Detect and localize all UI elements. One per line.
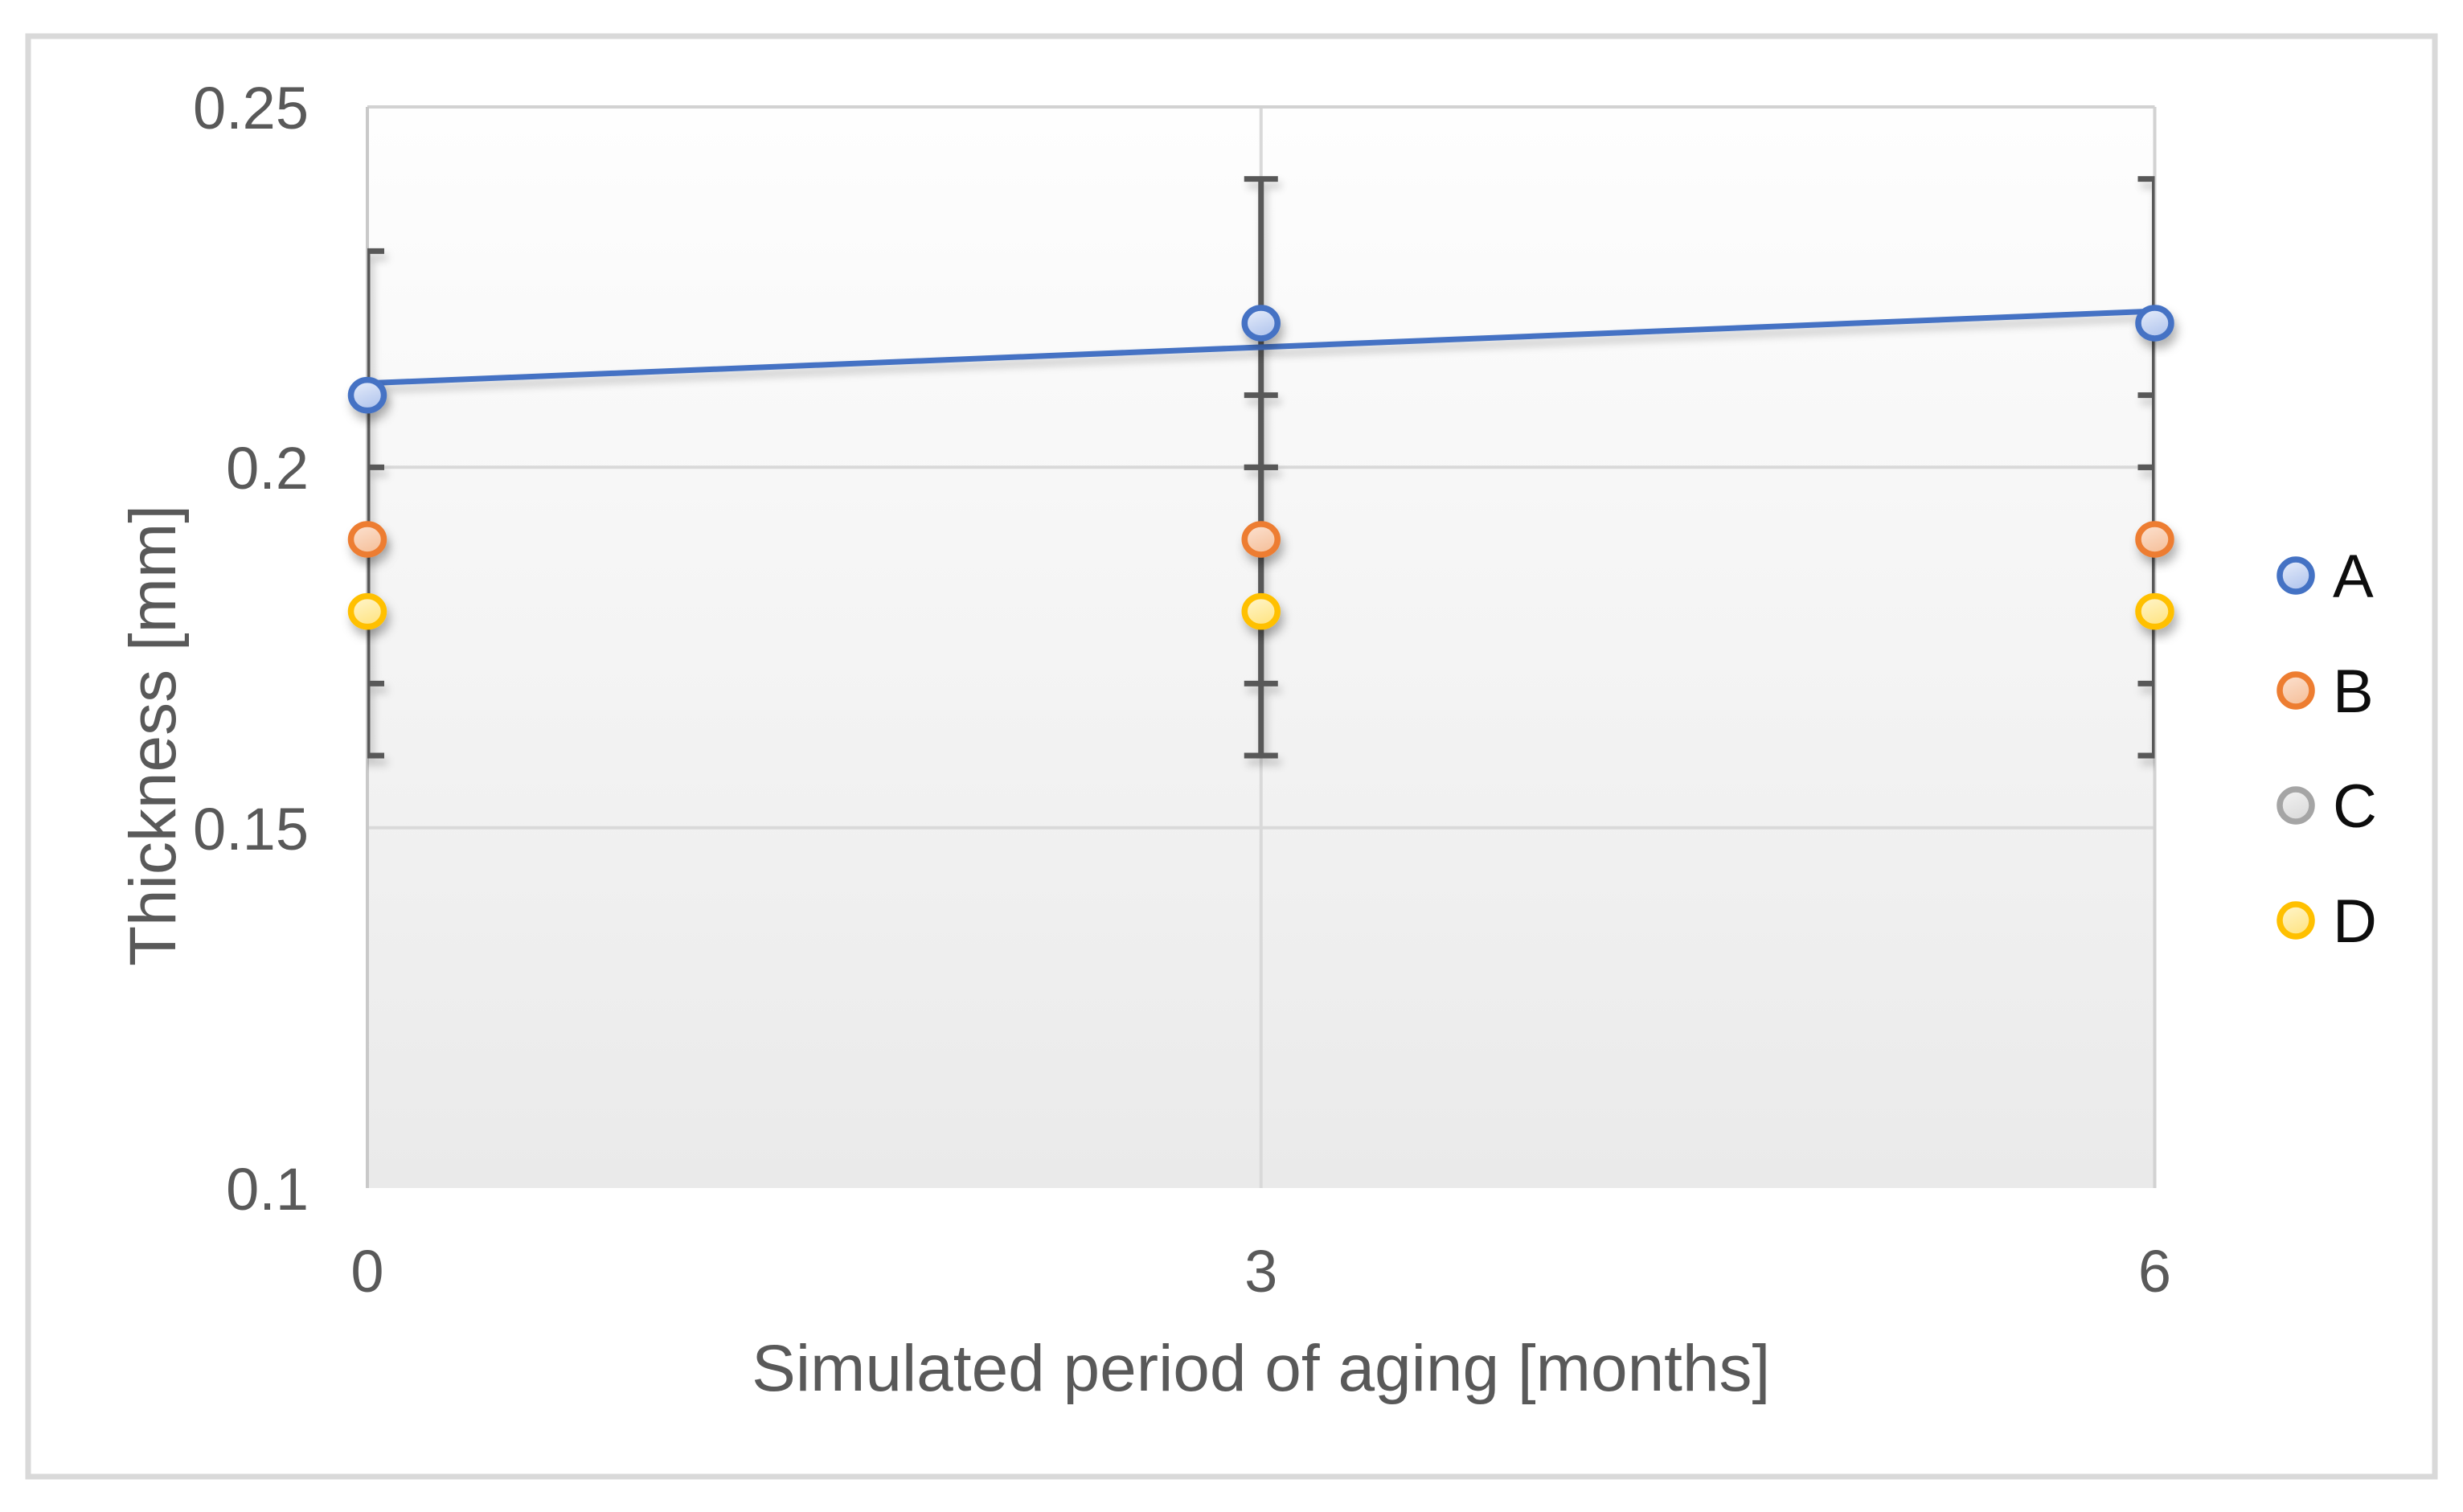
- error-bar-D-x0: [367, 464, 384, 759]
- x-tick-3: 3: [1244, 1238, 1277, 1305]
- legend-marker-a-icon: [2277, 556, 2315, 595]
- y-axis-ticks: 0.25 0.2 0.15 0.1: [193, 75, 309, 1223]
- series-B-markers: [347, 521, 2174, 558]
- x-axis-ticks: 0 3 6: [350, 1238, 2171, 1305]
- x-tick-0: 0: [350, 1238, 383, 1305]
- series-A-trendline: [367, 308, 2155, 387]
- y-axis-title: Thickness [mm]: [117, 505, 190, 966]
- series-A-markers: [347, 305, 2174, 414]
- y-tick-0-15: 0.15: [193, 796, 309, 863]
- legend-item-c: C: [2277, 772, 2377, 841]
- marker-A-x0: [347, 376, 387, 414]
- legend-label-d: D: [2333, 887, 2377, 956]
- legend-item-b: B: [2277, 658, 2374, 726]
- legend-marker-d-icon: [2277, 901, 2315, 940]
- legend-marker-b-icon: [2277, 671, 2315, 710]
- error-bar-D-x6: [2137, 464, 2155, 759]
- figure-border: [25, 33, 2438, 1480]
- data-layer: [347, 176, 2174, 759]
- legend-label-a: A: [2333, 543, 2374, 611]
- marker-A-x6: [2135, 305, 2174, 342]
- y-tick-0-25: 0.25: [193, 75, 309, 141]
- trendline-A: [367, 308, 2155, 387]
- marker-D-x0: [347, 592, 387, 630]
- legend: A B C D: [2277, 543, 2377, 956]
- legend-label-c: C: [2333, 772, 2377, 841]
- marker-B-x0: [347, 521, 387, 558]
- marker-D-x3: [1241, 592, 1281, 630]
- marker-A-x3: [1241, 305, 1281, 342]
- x-tick-6: 6: [2138, 1238, 2171, 1305]
- marker-B-x3: [1241, 521, 1281, 558]
- legend-label-b: B: [2333, 658, 2374, 726]
- marker-D-x6: [2135, 592, 2174, 630]
- legend-item-a: A: [2277, 543, 2374, 611]
- legend-item-d: D: [2277, 887, 2377, 956]
- x-axis-title: Simulated period of aging [months]: [752, 1332, 1770, 1405]
- marker-B-x6: [2135, 521, 2174, 558]
- y-tick-0-2: 0.2: [226, 435, 309, 502]
- error-bar-B-x6: [2137, 392, 2155, 686]
- series-D-markers: [347, 592, 2174, 630]
- legend-marker-c-icon: [2277, 786, 2315, 825]
- y-tick-0-1: 0.1: [226, 1156, 309, 1223]
